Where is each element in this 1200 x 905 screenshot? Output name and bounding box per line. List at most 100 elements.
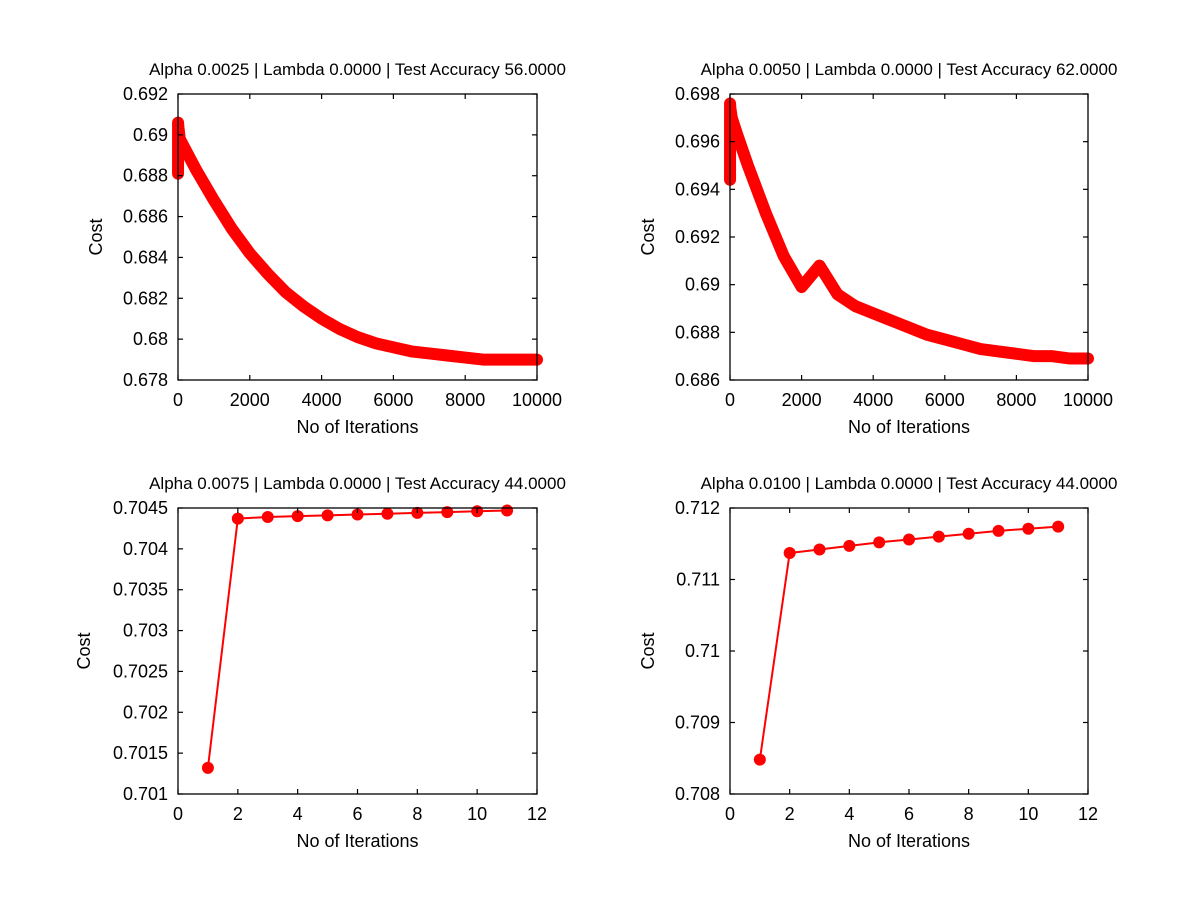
x-tick-label: 10 — [467, 804, 487, 824]
y-tick-label: 0.682 — [123, 288, 168, 308]
y-tick-label: 0.7035 — [113, 580, 168, 600]
x-tick-label: 0 — [725, 804, 735, 824]
x-axis-label: No of Iterations — [848, 417, 970, 437]
data-point — [322, 509, 334, 521]
x-axis-label: No of Iterations — [296, 831, 418, 851]
series-marks — [754, 521, 1064, 766]
y-tick-label: 0.692 — [123, 84, 168, 104]
subplot-bottom-right: Alpha 0.0100 | Lambda 0.0000 | Test Accu… — [638, 474, 1117, 851]
x-tick-label: 6000 — [373, 390, 413, 410]
x-tick-label: 4 — [293, 804, 303, 824]
y-tick-label: 0.7015 — [113, 743, 168, 763]
subplot-top-left: Alpha 0.0025 | Lambda 0.0000 | Test Accu… — [86, 60, 566, 437]
y-tick-label: 0.704 — [123, 539, 168, 559]
series-line — [178, 123, 537, 360]
data-point — [814, 543, 826, 555]
x-tick-label: 2000 — [230, 390, 270, 410]
y-tick-label: 0.688 — [123, 166, 168, 186]
data-point — [202, 762, 214, 774]
x-tick-label: 8000 — [996, 390, 1036, 410]
chart-title: Alpha 0.0025 | Lambda 0.0000 | Test Accu… — [149, 60, 566, 79]
x-tick-label: 12 — [527, 804, 547, 824]
y-tick-label: 0.712 — [675, 498, 720, 518]
y-tick-label: 0.678 — [123, 370, 168, 390]
data-point — [843, 540, 855, 552]
data-point — [262, 511, 274, 523]
y-tick-label: 0.686 — [123, 207, 168, 227]
x-tick-label: 2000 — [782, 390, 822, 410]
series-line — [208, 510, 507, 767]
chart-title: Alpha 0.0100 | Lambda 0.0000 | Test Accu… — [701, 474, 1118, 493]
data-point — [784, 547, 796, 559]
y-tick-label: 0.7045 — [113, 498, 168, 518]
plot-frame — [730, 508, 1088, 794]
y-tick-label: 0.7025 — [113, 661, 168, 681]
x-tick-label: 8 — [964, 804, 974, 824]
y-tick-label: 0.68 — [133, 329, 168, 349]
y-tick-label: 0.686 — [675, 370, 720, 390]
y-tick-label: 0.692 — [675, 227, 720, 247]
y-tick-label: 0.694 — [675, 179, 720, 199]
y-tick-label: 0.684 — [123, 247, 168, 267]
series-line — [730, 104, 1088, 359]
data-point — [933, 531, 945, 543]
x-tick-label: 6 — [352, 804, 362, 824]
x-tick-label: 2 — [785, 804, 795, 824]
x-tick-label: 10 — [1018, 804, 1038, 824]
x-tick-label: 0 — [725, 390, 735, 410]
y-tick-label: 0.69 — [685, 275, 720, 295]
x-axis-label: No of Iterations — [296, 417, 418, 437]
data-point — [873, 536, 885, 548]
x-tick-label: 8 — [412, 804, 422, 824]
x-tick-label: 4000 — [302, 390, 342, 410]
x-tick-label: 0 — [173, 804, 183, 824]
y-tick-label: 0.698 — [675, 84, 720, 104]
x-tick-label: 2 — [233, 804, 243, 824]
x-tick-label: 10000 — [1063, 390, 1113, 410]
y-axis-label: Cost — [638, 632, 658, 669]
data-point — [903, 533, 915, 545]
data-point — [993, 525, 1005, 537]
y-tick-label: 0.702 — [123, 702, 168, 722]
series-marks — [173, 123, 537, 360]
chart-title: Alpha 0.0050 | Lambda 0.0000 | Test Accu… — [701, 60, 1118, 79]
data-point — [381, 508, 393, 520]
x-tick-label: 10000 — [512, 390, 562, 410]
data-point — [963, 528, 975, 540]
x-tick-label: 12 — [1078, 804, 1098, 824]
plot-frame — [178, 508, 537, 794]
y-tick-label: 0.711 — [676, 570, 720, 590]
data-point — [501, 504, 513, 516]
y-tick-label: 0.708 — [675, 784, 720, 804]
x-axis-label: No of Iterations — [848, 831, 970, 851]
y-tick-label: 0.709 — [675, 713, 720, 733]
chart-title: Alpha 0.0075 | Lambda 0.0000 | Test Accu… — [149, 474, 566, 493]
x-tick-label: 6000 — [925, 390, 965, 410]
plot-frame — [730, 94, 1088, 380]
y-tick-label: 0.71 — [685, 641, 720, 661]
y-tick-label: 0.688 — [675, 322, 720, 342]
y-tick-label: 0.703 — [123, 621, 168, 641]
x-tick-label: 8000 — [445, 390, 485, 410]
y-axis-label: Cost — [638, 218, 658, 255]
subplot-top-right: Alpha 0.0050 | Lambda 0.0000 | Test Accu… — [638, 60, 1117, 437]
y-axis-label: Cost — [86, 218, 106, 255]
subplot-bottom-left: Alpha 0.0075 | Lambda 0.0000 | Test Accu… — [74, 474, 566, 851]
y-tick-label: 0.701 — [123, 784, 168, 804]
x-tick-label: 4000 — [853, 390, 893, 410]
y-tick-label: 0.69 — [133, 125, 168, 145]
x-tick-label: 0 — [173, 390, 183, 410]
series-marks — [725, 104, 1088, 359]
data-point — [1052, 521, 1064, 533]
series-line — [760, 527, 1058, 760]
series-marks — [202, 504, 513, 773]
data-point — [1022, 523, 1034, 535]
data-point — [232, 513, 244, 525]
x-tick-label: 4 — [844, 804, 854, 824]
y-axis-label: Cost — [74, 632, 94, 669]
data-point — [754, 754, 766, 766]
x-tick-label: 6 — [904, 804, 914, 824]
y-tick-label: 0.696 — [675, 132, 720, 152]
